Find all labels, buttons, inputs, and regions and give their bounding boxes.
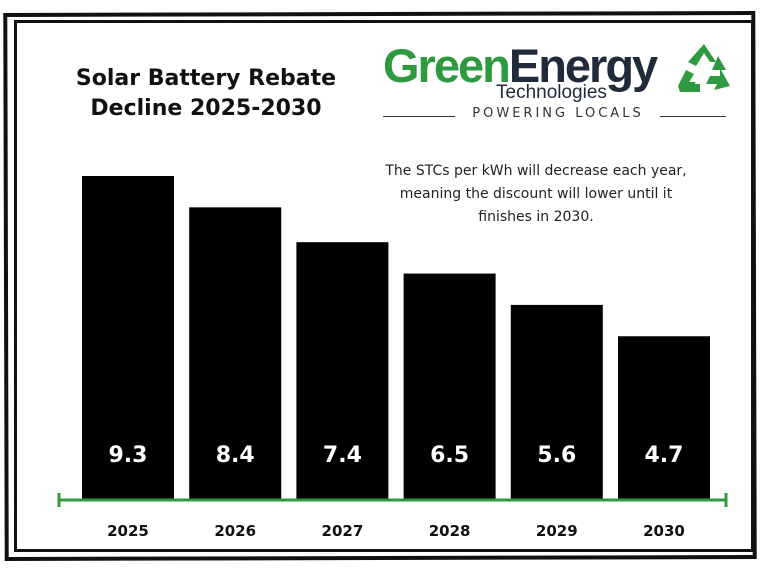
bar-2027	[296, 242, 389, 500]
data-label-2025: 9.3	[109, 443, 148, 468]
bar-2025	[82, 176, 174, 500]
data-label-2029: 5.6	[537, 443, 576, 468]
annotation-line-3: finishes in 2030.	[478, 209, 594, 225]
x-tick-label-2028: 2028	[429, 522, 471, 540]
recycle-icon	[678, 44, 730, 92]
tagline-rule-left	[383, 116, 455, 117]
logo-green-text: Green	[383, 39, 511, 92]
logo-wordmark: GreenEnergy	[383, 36, 658, 96]
data-label-2027: 7.4	[323, 443, 362, 468]
x-tick-label-2030: 2030	[643, 522, 685, 540]
title-line-1: Solar Battery Rebate	[75, 66, 337, 91]
bar-2029	[510, 304, 603, 500]
data-label-2030: 4.7	[645, 443, 684, 468]
chart-title: Solar Battery Rebate Decline 2025-2030	[50, 64, 362, 124]
title-line-2: Decline 2025-2030	[90, 96, 322, 121]
tagline-rule-right	[660, 116, 726, 117]
inner-frame	[14, 20, 754, 552]
logo-energy-text: Energy	[508, 39, 658, 92]
data-label-2026: 8.4	[216, 443, 255, 468]
bar-2028	[403, 273, 496, 500]
bar-2026	[189, 207, 282, 500]
annotation-line-1: The STCs per kWh will decrease each year…	[385, 163, 687, 179]
tagline: POWERING LOCALS	[472, 106, 644, 121]
x-tick-label-2027: 2027	[322, 522, 364, 540]
x-tick-label-2029: 2029	[536, 522, 578, 540]
logo-subtitle: Technologies	[496, 82, 607, 103]
x-tick-label-2026: 2026	[214, 522, 256, 540]
data-label-2028: 6.5	[430, 443, 469, 468]
x-tick-label-2025: 2025	[107, 522, 149, 540]
bar-2030	[618, 336, 710, 500]
chart-annotation: The STCs per kWh will decrease each year…	[366, 160, 706, 229]
annotation-line-2: meaning the discount will lower until it	[399, 186, 673, 202]
